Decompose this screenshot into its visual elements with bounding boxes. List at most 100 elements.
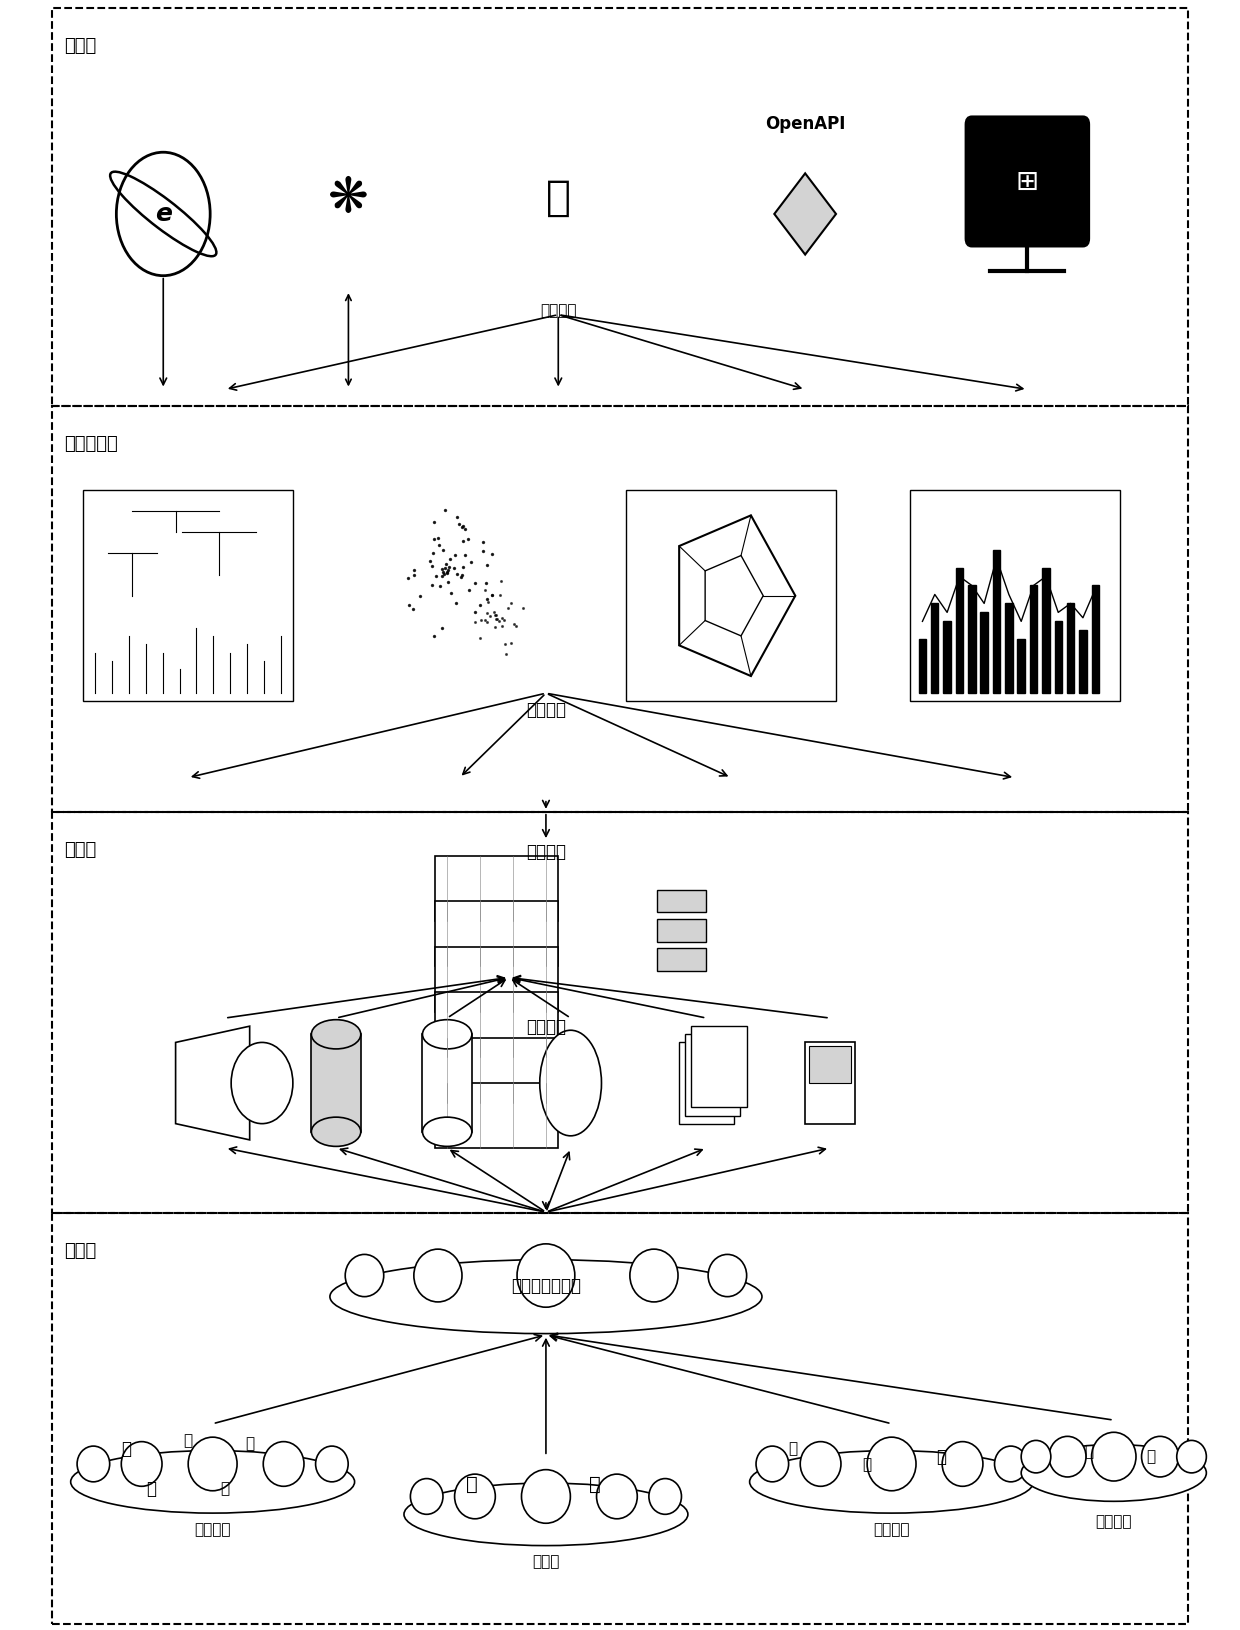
Bar bbox=[981, 613, 988, 693]
Ellipse shape bbox=[800, 1441, 841, 1487]
Point bbox=[486, 606, 506, 632]
Bar bbox=[423, 1035, 472, 1131]
FancyBboxPatch shape bbox=[83, 491, 293, 701]
Bar bbox=[435, 901, 558, 967]
Text: 🖥: 🖥 bbox=[246, 1436, 254, 1451]
Point bbox=[455, 541, 475, 567]
Ellipse shape bbox=[423, 1117, 472, 1146]
Point bbox=[472, 530, 492, 556]
Point bbox=[465, 570, 485, 597]
Circle shape bbox=[231, 1043, 293, 1123]
Point bbox=[485, 598, 505, 624]
Point bbox=[492, 605, 512, 631]
Bar bbox=[808, 1046, 851, 1082]
Point bbox=[450, 564, 470, 590]
Point bbox=[435, 551, 455, 577]
Point bbox=[422, 553, 441, 579]
Ellipse shape bbox=[596, 1474, 637, 1519]
Point bbox=[404, 557, 424, 584]
Text: 无线网络: 无线网络 bbox=[195, 1522, 231, 1537]
Point bbox=[429, 533, 449, 559]
Ellipse shape bbox=[942, 1441, 983, 1487]
Bar bbox=[678, 1043, 734, 1123]
Point bbox=[477, 608, 497, 634]
Point bbox=[474, 538, 494, 564]
Point bbox=[455, 515, 475, 541]
Point bbox=[492, 613, 512, 639]
Point bbox=[453, 515, 472, 541]
Point bbox=[476, 569, 496, 595]
Point bbox=[420, 548, 440, 574]
Point bbox=[433, 564, 453, 590]
Bar bbox=[805, 1043, 854, 1123]
Ellipse shape bbox=[750, 1451, 1033, 1513]
Ellipse shape bbox=[263, 1441, 304, 1487]
Point bbox=[448, 561, 467, 587]
Ellipse shape bbox=[649, 1478, 682, 1514]
Point bbox=[465, 610, 485, 636]
Point bbox=[470, 624, 490, 650]
Point bbox=[490, 582, 510, 608]
Point bbox=[458, 525, 477, 551]
Point bbox=[494, 606, 513, 632]
Bar bbox=[956, 567, 963, 693]
Point bbox=[477, 551, 497, 577]
Text: ❋: ❋ bbox=[329, 174, 368, 222]
Point bbox=[453, 562, 472, 588]
Point bbox=[481, 541, 501, 567]
Bar bbox=[919, 639, 926, 693]
Text: OpenAPI: OpenAPI bbox=[765, 114, 846, 132]
Ellipse shape bbox=[708, 1255, 746, 1296]
Point bbox=[482, 582, 502, 608]
Polygon shape bbox=[176, 1027, 249, 1139]
Text: 人机交互: 人机交互 bbox=[541, 303, 577, 318]
Ellipse shape bbox=[410, 1478, 443, 1514]
Bar bbox=[691, 1027, 746, 1107]
Point bbox=[485, 615, 505, 641]
Ellipse shape bbox=[539, 1030, 601, 1136]
Point bbox=[434, 561, 454, 587]
Point bbox=[482, 582, 502, 608]
Point bbox=[461, 549, 481, 575]
Point bbox=[501, 590, 521, 616]
Bar bbox=[52, 406, 1188, 812]
Bar bbox=[1091, 585, 1099, 693]
Text: 存储层: 存储层 bbox=[64, 841, 97, 859]
Text: 📡: 📡 bbox=[1146, 1449, 1156, 1464]
Point bbox=[486, 601, 506, 628]
Text: e: e bbox=[155, 202, 172, 227]
Point bbox=[480, 603, 500, 629]
Point bbox=[477, 587, 497, 613]
Text: 💻: 💻 bbox=[589, 1475, 601, 1493]
Point bbox=[433, 536, 453, 562]
Point bbox=[507, 613, 527, 639]
Text: 数据分析: 数据分析 bbox=[526, 701, 565, 719]
Point bbox=[433, 615, 453, 641]
Ellipse shape bbox=[1177, 1441, 1207, 1474]
Text: 👤: 👤 bbox=[936, 1447, 946, 1465]
Text: 数据仓库: 数据仓库 bbox=[526, 843, 565, 861]
Point bbox=[453, 554, 472, 580]
Text: 🖐: 🖐 bbox=[546, 176, 570, 218]
Point bbox=[453, 513, 472, 540]
Ellipse shape bbox=[756, 1446, 789, 1482]
Point bbox=[460, 577, 480, 603]
Text: 业务应用层: 业务应用层 bbox=[64, 435, 118, 453]
Point bbox=[501, 631, 521, 657]
Point bbox=[496, 641, 516, 667]
Ellipse shape bbox=[1049, 1436, 1086, 1477]
Point bbox=[479, 588, 498, 615]
Bar bbox=[968, 585, 976, 693]
Text: 数据抓取、清洗: 数据抓取、清洗 bbox=[511, 1276, 580, 1296]
Point bbox=[440, 546, 460, 572]
Bar bbox=[52, 812, 1188, 1213]
Bar bbox=[684, 1035, 740, 1115]
Ellipse shape bbox=[867, 1438, 916, 1491]
Point bbox=[490, 608, 510, 634]
Ellipse shape bbox=[316, 1446, 348, 1482]
Ellipse shape bbox=[517, 1244, 575, 1307]
Point bbox=[428, 525, 448, 551]
Point bbox=[477, 600, 497, 626]
Point bbox=[425, 562, 445, 588]
Point bbox=[424, 623, 444, 649]
